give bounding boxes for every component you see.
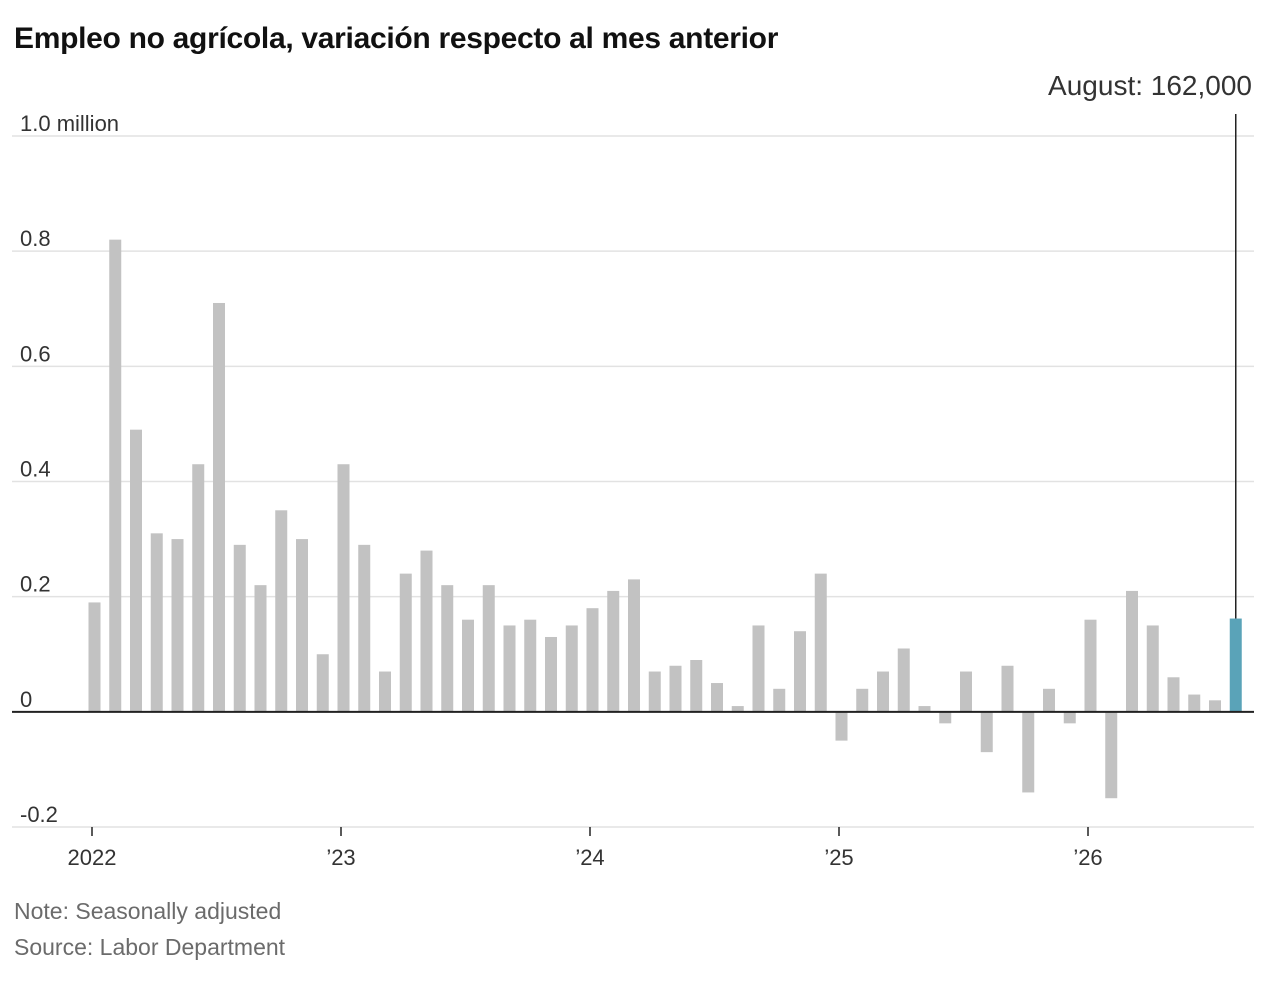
bar <box>897 648 910 712</box>
bar <box>482 585 495 712</box>
x-tick-label: 2022 <box>68 845 117 870</box>
annotation-label: August: 162,000 <box>1048 70 1252 101</box>
bar <box>1022 711 1035 793</box>
bar <box>379 671 391 712</box>
bar <box>275 510 288 712</box>
bar <box>586 608 599 712</box>
bar <box>711 683 723 712</box>
bar <box>628 579 640 712</box>
bar <box>835 711 848 741</box>
annotation: August: 162,000 <box>1048 70 1252 619</box>
bar <box>1126 590 1138 712</box>
bar <box>1146 625 1159 712</box>
y-tick-label: 0.4 <box>20 457 51 482</box>
chart-note: Note: Seasonally adjusted <box>14 898 282 924</box>
bar <box>337 464 350 712</box>
bar <box>130 429 142 712</box>
bar <box>669 665 682 712</box>
chart-source: Source: Labor Department <box>14 934 286 960</box>
bar <box>794 631 806 712</box>
bar <box>254 585 267 712</box>
bar <box>690 660 703 712</box>
x-tick-label: ’26 <box>1073 845 1102 870</box>
bar <box>192 464 205 712</box>
bar <box>752 625 765 712</box>
bar <box>441 585 454 712</box>
bar <box>399 573 412 712</box>
bar <box>1105 711 1118 799</box>
bar <box>939 711 952 724</box>
bar <box>296 539 308 712</box>
bar <box>960 671 972 712</box>
bar <box>980 711 993 753</box>
bar <box>1001 665 1014 712</box>
y-tick-label: 0.2 <box>20 572 51 597</box>
bar <box>856 688 869 712</box>
bar <box>545 636 557 712</box>
bar <box>420 550 433 712</box>
y-tick-label: 0.6 <box>20 341 51 366</box>
bar <box>109 239 122 712</box>
bar <box>171 539 184 712</box>
bar <box>316 654 329 712</box>
bar <box>213 302 225 712</box>
tick-labels: 1.0 million 0.8 0.6 0.4 0.2 0 -0.2 2022 ’23 ’24 ’2… <box>20 111 1103 870</box>
bar <box>773 688 786 712</box>
bar <box>1063 711 1076 724</box>
axes <box>12 710 1254 836</box>
bar <box>565 625 578 712</box>
bar <box>1167 677 1180 712</box>
bar <box>358 544 371 712</box>
bar <box>1084 619 1097 712</box>
x-tick-label: ’23 <box>326 845 355 870</box>
x-tick-label: ’24 <box>575 845 604 870</box>
bar-highlight <box>1229 618 1242 712</box>
bar <box>503 625 516 712</box>
y-tick-label: 0 <box>20 687 32 712</box>
bar <box>1043 688 1055 712</box>
bar <box>1209 700 1221 712</box>
bar <box>233 544 246 712</box>
x-tick-label: ’25 <box>824 845 853 870</box>
bar <box>814 573 827 712</box>
y-tick-label: 0.8 <box>20 226 51 251</box>
bar <box>524 619 537 712</box>
bar <box>462 619 474 712</box>
bars <box>88 239 1242 799</box>
bar <box>877 671 889 712</box>
bar <box>607 590 620 712</box>
y-tick-label: -0.2 <box>20 802 58 827</box>
bar <box>88 602 101 712</box>
bar <box>1188 694 1201 712</box>
bar <box>150 533 163 712</box>
y-tick-label: 1.0 million <box>20 111 119 136</box>
chart-title: Empleo no agrícola, variación respecto a… <box>14 22 779 55</box>
chart-plot: 1.0 million 0.8 0.6 0.4 0.2 0 -0.2 2022 ’23 ’24 ’2… <box>12 70 1254 870</box>
bar <box>918 706 931 712</box>
bar <box>731 706 744 712</box>
bar <box>648 671 661 712</box>
